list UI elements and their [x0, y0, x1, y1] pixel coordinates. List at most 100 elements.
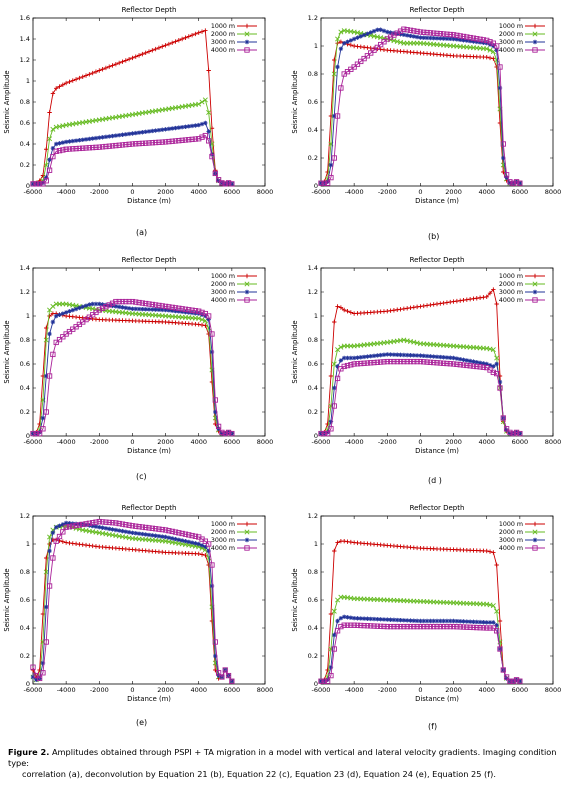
data-point	[494, 628, 500, 634]
x-axis-label: Distance (m)	[127, 695, 171, 703]
data-point	[494, 370, 500, 377]
legend-entry-label: 3000 m	[211, 289, 235, 296]
data-point	[471, 39, 476, 44]
data-point	[50, 146, 56, 151]
data-point	[427, 30, 434, 36]
panel-label: (d )	[428, 476, 442, 485]
data-point	[334, 375, 341, 382]
data-point	[510, 430, 516, 437]
data-point	[513, 429, 520, 436]
data-point	[431, 30, 437, 36]
data-point	[143, 524, 149, 531]
data-point	[126, 141, 132, 147]
data-point	[484, 620, 489, 625]
legend-marker	[244, 537, 250, 543]
data-point	[447, 623, 453, 630]
data-point	[424, 29, 430, 36]
series-1	[30, 537, 235, 684]
x-tick-label: 6000	[224, 686, 241, 694]
panel-label: (f)	[428, 722, 438, 731]
data-point	[487, 620, 493, 625]
data-point	[424, 618, 430, 624]
data-point	[103, 303, 109, 310]
data-point	[199, 317, 205, 323]
data-point	[146, 140, 152, 146]
data-point	[464, 358, 470, 363]
data-point	[107, 526, 112, 532]
data-point	[368, 30, 373, 35]
legend-entry-label: 1000 m	[499, 273, 523, 280]
data-point	[113, 527, 119, 533]
data-point	[398, 617, 403, 623]
data-point	[53, 148, 59, 154]
data-point	[219, 674, 225, 680]
data-point	[444, 31, 450, 37]
data-point	[160, 307, 165, 313]
legend-marker	[244, 31, 250, 37]
data-point	[411, 28, 417, 34]
data-point	[219, 180, 225, 186]
data-point	[163, 127, 168, 132]
data-point	[66, 146, 73, 152]
data-point	[434, 354, 440, 359]
data-point	[219, 431, 225, 436]
data-point	[464, 38, 470, 43]
data-point	[206, 555, 212, 561]
y-tick-label: 0	[26, 182, 30, 190]
data-point	[394, 358, 400, 365]
data-point	[328, 162, 334, 168]
data-point	[73, 145, 79, 152]
data-point	[438, 36, 443, 41]
data-point	[440, 360, 447, 366]
data-point	[318, 430, 324, 437]
data-point	[33, 430, 39, 437]
data-point	[381, 39, 387, 45]
data-point	[179, 137, 185, 143]
data-point	[481, 620, 486, 625]
data-point	[206, 129, 211, 134]
series-4	[30, 298, 235, 437]
data-point	[199, 552, 205, 557]
data-point	[458, 37, 463, 43]
data-point	[351, 64, 357, 70]
data-point	[457, 33, 463, 39]
data-point	[458, 619, 463, 624]
data-point	[338, 358, 344, 363]
data-point	[70, 307, 75, 313]
data-point	[321, 180, 327, 186]
x-tick-label: 6000	[512, 188, 529, 196]
data-point	[394, 623, 400, 630]
data-point	[50, 319, 56, 325]
data-point	[335, 36, 341, 42]
data-point	[494, 361, 499, 367]
legend-marker	[532, 529, 538, 535]
chart-title: Reflector Depth	[122, 256, 177, 264]
data-point	[491, 550, 496, 555]
data-point	[494, 43, 500, 49]
y-tick-label: 0.6	[308, 98, 318, 106]
data-point	[378, 623, 384, 629]
data-point	[116, 304, 122, 310]
x-axis-label: Distance (m)	[415, 447, 459, 455]
data-point	[351, 361, 357, 367]
data-point	[477, 295, 483, 300]
x-tick-label: -4000	[345, 188, 364, 196]
data-point	[203, 544, 208, 549]
data-point	[385, 29, 390, 35]
chart-svg: Reflector Depth -6000 -4000 -2000 0 2000 4000 6…	[291, 504, 561, 703]
data-point	[395, 307, 400, 312]
data-point	[106, 519, 112, 526]
series-line	[321, 596, 521, 682]
data-point	[368, 616, 373, 622]
data-point	[494, 301, 499, 307]
data-point	[123, 141, 129, 148]
data-point	[407, 27, 414, 33]
data-point	[503, 172, 510, 178]
data-point	[166, 528, 172, 534]
data-point	[411, 34, 416, 39]
data-point	[345, 615, 350, 620]
y-axis-label: Seismic Amplitude	[291, 568, 299, 631]
data-point	[133, 299, 139, 305]
legend-entry-label: 4000 m	[499, 545, 523, 552]
data-point	[374, 623, 380, 629]
